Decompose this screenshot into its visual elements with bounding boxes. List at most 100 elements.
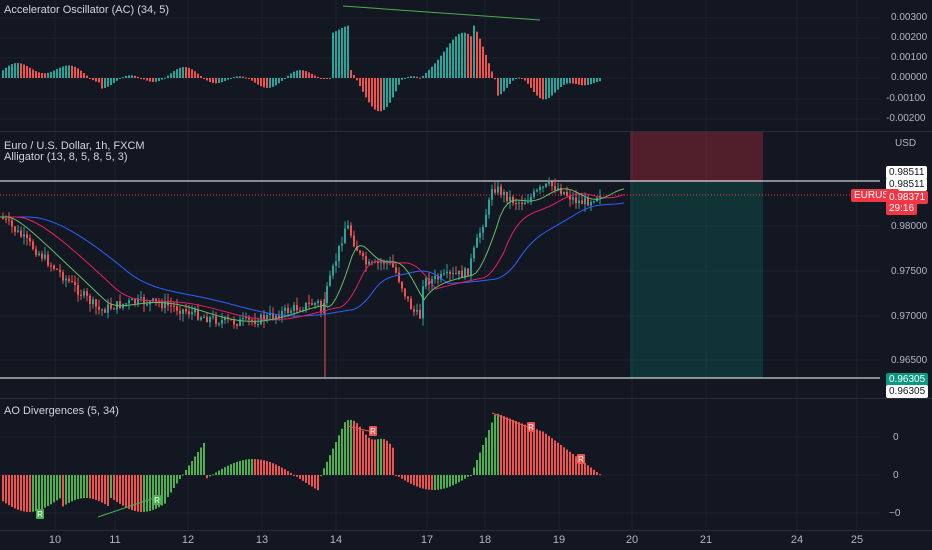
- ao-bar: [17, 475, 19, 510]
- ao-bar: [215, 472, 217, 475]
- candle-body: [92, 299, 94, 304]
- ao-bar: [446, 475, 448, 488]
- ao-bar: [272, 463, 274, 475]
- candle-body: [239, 319, 241, 327]
- ac-bar: [458, 34, 460, 78]
- pane-separator[interactable]: [0, 131, 932, 132]
- candle-body: [20, 230, 22, 237]
- ao-bar: [164, 475, 166, 504]
- symbol-legend[interactable]: Euro / U.S. Dollar, 1h, FXCM: [4, 140, 145, 152]
- ao-bar: [512, 419, 514, 475]
- ac-bar: [194, 71, 196, 78]
- ac-bar: [92, 78, 94, 81]
- ac-legend[interactable]: Accelerator Oscillator (AC) (34, 5): [4, 4, 170, 16]
- candle-body: [566, 191, 568, 196]
- candle-body: [548, 182, 550, 184]
- ao-pane[interactable]: R R R R R AO Divergences (5, 34) 0 0 −0: [0, 399, 932, 530]
- ao-histogram: R R R R R: [0, 399, 880, 530]
- candle-body: [185, 309, 187, 312]
- ac-bar: [533, 78, 535, 92]
- pane-separator[interactable]: [0, 398, 932, 399]
- ac-bar: [50, 71, 52, 78]
- ao-bar: [23, 475, 25, 512]
- ac-bar: [65, 65, 67, 78]
- ao-bar: [224, 467, 226, 475]
- ac-bar: [548, 78, 550, 98]
- ao-ytick: 0: [893, 432, 899, 443]
- ac-bar: [8, 65, 10, 78]
- candle-body: [356, 246, 358, 251]
- candle-body: [140, 297, 142, 299]
- ao-bar: [506, 417, 508, 475]
- alligator-legend[interactable]: Alligator (13, 8, 5, 8, 5, 3): [4, 151, 128, 163]
- candle-body: [506, 191, 508, 202]
- ac-bar: [152, 78, 154, 82]
- candle-body: [497, 186, 499, 193]
- ac-bar: [452, 39, 454, 78]
- time-label: 20: [625, 534, 639, 546]
- ao-bar: [371, 439, 373, 475]
- ao-bar: [437, 475, 439, 490]
- ac-bar: [536, 78, 538, 96]
- ac-bar: [419, 77, 421, 79]
- ao-bar: [83, 475, 85, 499]
- ao-bar: [140, 475, 142, 512]
- price-pane[interactable]: Euro / U.S. Dollar, 1h, FXCM Alligator (…: [0, 132, 932, 398]
- ao-bar: [362, 430, 364, 475]
- ac-bar: [599, 78, 601, 82]
- ac-bar: [161, 78, 163, 80]
- target-price-tag: 0.96305: [886, 373, 929, 386]
- bear-divergence-line: [491, 412, 531, 429]
- ao-bar: [74, 475, 76, 501]
- ao-bar: [500, 415, 502, 475]
- ao-bar: [185, 470, 187, 475]
- candle-body: [542, 186, 544, 188]
- ac-bar: [557, 78, 559, 90]
- candle-body: [14, 226, 16, 232]
- ac-bar: [434, 63, 436, 78]
- ao-bar: [167, 475, 169, 497]
- candle-body: [494, 189, 496, 193]
- candle-body: [164, 300, 166, 309]
- candle-body: [434, 275, 436, 279]
- ac-bar: [5, 67, 7, 78]
- alligator-teeth: [0, 193, 625, 321]
- ac-bar: [236, 76, 238, 78]
- candle-body: [392, 261, 394, 268]
- ao-bar: [182, 474, 184, 476]
- ac-ytick: 0.00200: [891, 32, 928, 43]
- ac-pane[interactable]: Accelerator Oscillator (AC) (34, 5) 0.00…: [0, 0, 932, 131]
- candle-body: [179, 310, 181, 314]
- ac-bar: [29, 67, 31, 78]
- ao-bar: [503, 416, 505, 475]
- ac-bar: [401, 78, 403, 80]
- candle-body: [44, 254, 46, 259]
- time-label: 13: [255, 534, 269, 546]
- ac-bar: [80, 70, 82, 78]
- candle-body: [17, 230, 19, 232]
- ac-ytick: -0.00200: [886, 113, 926, 124]
- ao-legend[interactable]: AO Divergences (5, 34): [4, 405, 119, 417]
- ao-bar: [134, 475, 136, 512]
- ac-bar: [164, 77, 166, 79]
- ac-bar: [506, 78, 508, 88]
- ao-bar: [380, 438, 382, 475]
- candle-body: [551, 182, 553, 187]
- candle-body: [86, 291, 88, 296]
- ao-bar: [554, 440, 556, 475]
- stop-price-tag-2: 0.98511: [886, 178, 928, 191]
- ao-bar: [587, 465, 589, 475]
- ao-bar: [551, 438, 553, 475]
- candle-body: [272, 313, 274, 319]
- ao-bar: [488, 430, 490, 475]
- ac-bar: [449, 43, 451, 78]
- ao-bar: [287, 471, 289, 475]
- candle-body: [23, 234, 25, 237]
- ac-bar: [350, 70, 352, 78]
- time-label: 14: [329, 534, 343, 546]
- candle-body: [218, 323, 220, 325]
- candle-body: [413, 309, 415, 312]
- ao-bar: [305, 475, 307, 483]
- ao-bar: [110, 475, 112, 498]
- ac-bar: [392, 78, 394, 98]
